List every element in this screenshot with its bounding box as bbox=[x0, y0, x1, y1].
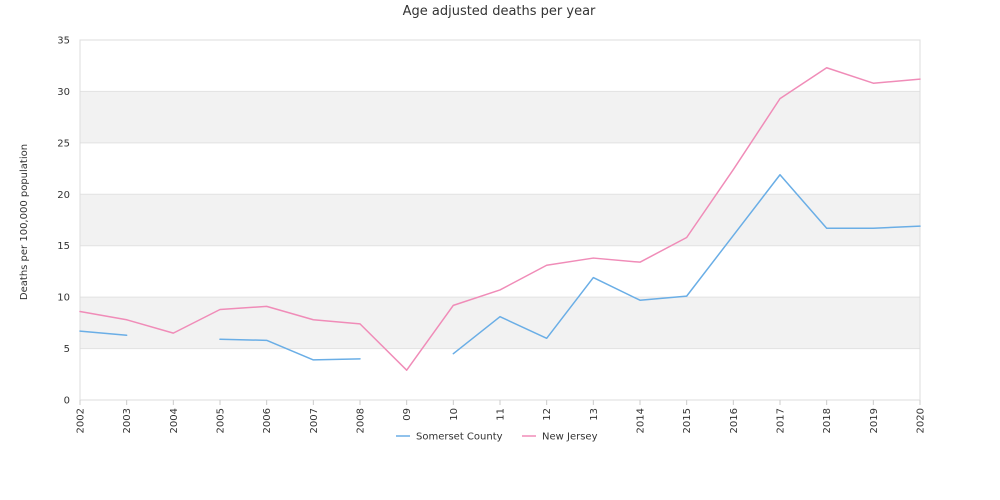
chart-title: Age adjusted deaths per year bbox=[403, 4, 596, 19]
background-bands bbox=[80, 91, 920, 349]
x-tick-label: 12 bbox=[542, 408, 553, 421]
y-tick-label: 10 bbox=[57, 293, 70, 304]
x-tick-label: 2016 bbox=[729, 408, 740, 433]
y-axis-title: Deaths per 100,000 population bbox=[19, 144, 30, 300]
x-tick-label: 2006 bbox=[262, 408, 273, 433]
grid-band bbox=[80, 91, 920, 143]
x-tick-label: 2004 bbox=[169, 408, 180, 433]
series-line-new-jersey bbox=[79, 67, 921, 371]
gridlines bbox=[80, 39, 920, 401]
y-tick-label: 0 bbox=[64, 396, 70, 407]
y-tick-label: 30 bbox=[57, 87, 70, 98]
x-tick-label: 2019 bbox=[869, 408, 880, 433]
legend-label: New Jersey bbox=[542, 432, 598, 443]
x-tick-label: 2017 bbox=[776, 408, 787, 433]
series-line-somerset-county bbox=[79, 173, 921, 361]
legend-item[interactable]: New Jersey bbox=[522, 432, 598, 443]
y-tick-label: 20 bbox=[57, 190, 70, 201]
x-tick-label: 2005 bbox=[216, 408, 227, 433]
x-tick-label: 09 bbox=[402, 408, 413, 421]
x-tick-label: 11 bbox=[496, 408, 507, 421]
x-tick-label: 10 bbox=[449, 408, 460, 421]
x-tick-label: 2018 bbox=[822, 408, 833, 433]
legend: Somerset County New Jersey bbox=[396, 432, 598, 443]
x-axis: 2002 2003 2004 2005 2006 2007 2008 09 10 11 12 13 20… bbox=[76, 400, 927, 433]
legend-item[interactable]: Somerset County bbox=[396, 432, 503, 443]
grid-band bbox=[80, 194, 920, 246]
x-tick-label: 13 bbox=[589, 408, 600, 421]
x-tick-label: 2002 bbox=[76, 408, 87, 433]
x-tick-label: 2008 bbox=[356, 408, 367, 433]
x-tick-label: 2007 bbox=[309, 408, 320, 433]
y-axis: 0 5 10 15 20 25 30 35 bbox=[57, 36, 70, 407]
x-tick-label: 2003 bbox=[122, 408, 133, 433]
y-tick-label: 35 bbox=[57, 36, 70, 47]
x-tick-label: 2015 bbox=[682, 408, 693, 433]
series-layer bbox=[79, 67, 921, 371]
x-tick-label: 2014 bbox=[636, 408, 647, 433]
legend-label: Somerset County bbox=[416, 432, 503, 443]
x-tick-label: 2020 bbox=[916, 408, 927, 433]
grid-band bbox=[80, 297, 920, 349]
y-tick-label: 25 bbox=[57, 138, 70, 149]
y-tick-label: 15 bbox=[57, 241, 70, 252]
y-tick-label: 5 bbox=[64, 344, 70, 355]
